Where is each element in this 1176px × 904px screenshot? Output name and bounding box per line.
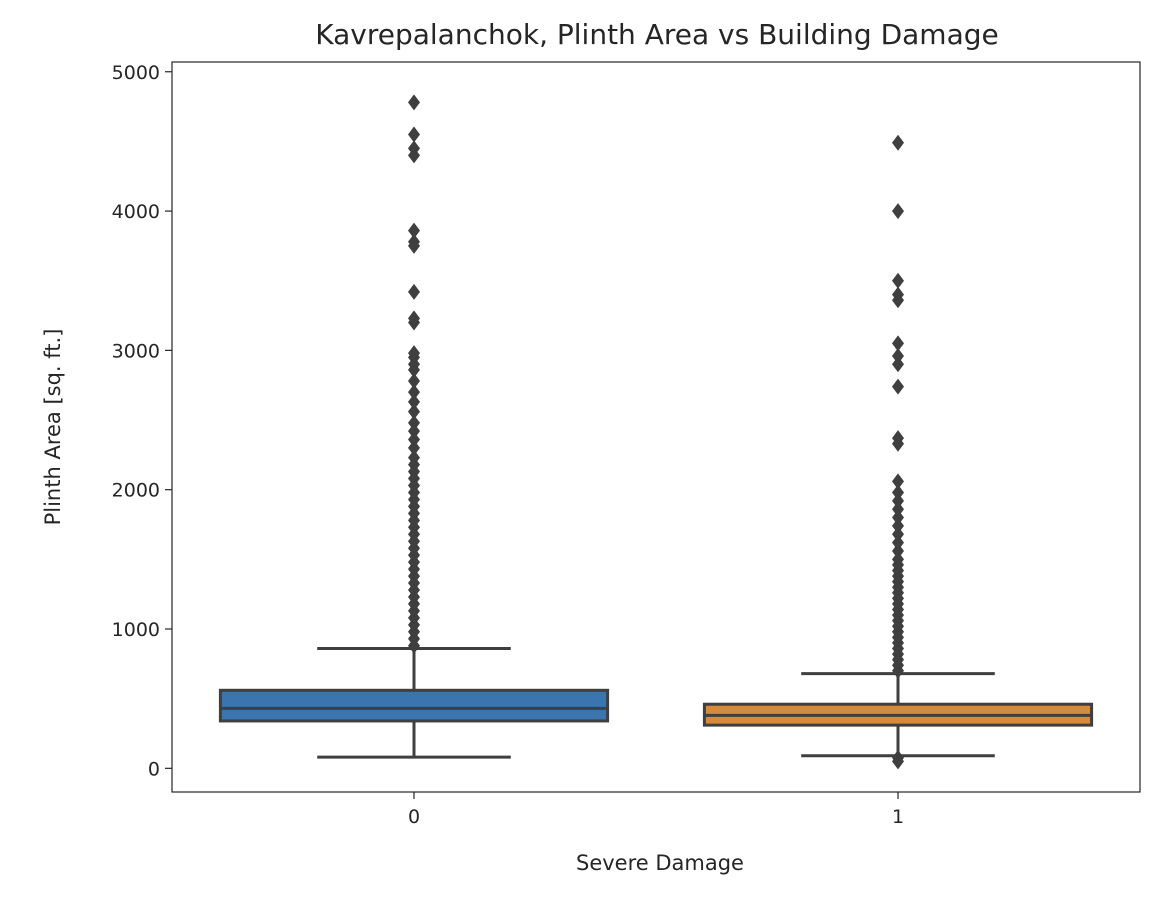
outlier-point-1 xyxy=(892,517,904,534)
y-tick-label: 3000 xyxy=(112,340,160,362)
x-tick-label: 0 xyxy=(408,806,420,828)
outlier-point-0 xyxy=(408,431,420,448)
chart-title: Kavrepalanchok, Plinth Area vs Building … xyxy=(315,18,998,51)
outlier-point-0 xyxy=(408,384,420,401)
y-tick-label: 2000 xyxy=(112,480,160,502)
outlier-point-0 xyxy=(408,393,420,410)
outlier-point-1 xyxy=(892,534,904,551)
outlier-point-1 xyxy=(892,551,904,568)
outlier-point-1 xyxy=(892,335,904,352)
x-axis-label: Severe Damage xyxy=(576,851,744,875)
outlier-point-1 xyxy=(892,492,904,509)
outlier-point-1 xyxy=(892,378,904,395)
outlier-point-1 xyxy=(892,356,904,373)
outlier-point-0 xyxy=(408,94,420,111)
y-tick-label: 4000 xyxy=(112,201,160,223)
outlier-point-1 xyxy=(892,430,904,447)
outlier-point-0 xyxy=(408,423,420,440)
outlier-point-1 xyxy=(892,484,904,501)
y-tick-label: 0 xyxy=(148,758,160,780)
outlier-point-1 xyxy=(892,749,904,766)
outlier-point-0 xyxy=(408,414,420,431)
x-tick-label: 1 xyxy=(892,806,904,828)
outlier-point-1 xyxy=(892,347,904,364)
y-tick-label: 5000 xyxy=(112,62,160,84)
box-0 xyxy=(218,688,610,723)
y-axis: 0 1000 2000 3000 4000 5000 xyxy=(112,62,172,780)
outlier-point-1 xyxy=(892,134,904,151)
outlier-point-1 xyxy=(892,542,904,559)
outlier-point-0 xyxy=(408,310,420,327)
outlier-point-0 xyxy=(408,345,420,362)
y-axis-label: Plinth Area [sq. ft.] xyxy=(41,329,65,526)
box-group-0 xyxy=(218,94,610,759)
outlier-point-0 xyxy=(408,403,420,420)
outlier-point-0 xyxy=(408,283,420,300)
outlier-point-0 xyxy=(408,439,420,456)
y-tick-label: 1000 xyxy=(112,619,160,641)
outlier-point-0 xyxy=(408,449,420,466)
plot-frame xyxy=(171,61,1141,793)
box-group-1 xyxy=(702,134,1094,770)
outlier-point-0 xyxy=(408,373,420,390)
plot-area xyxy=(218,94,1094,770)
outlier-point-0 xyxy=(408,222,420,239)
outlier-point-1 xyxy=(892,272,904,289)
outlier-point-0 xyxy=(408,126,420,143)
outlier-point-1 xyxy=(892,526,904,543)
outlier-point-0 xyxy=(408,233,420,250)
outlier-point-1 xyxy=(892,203,904,220)
outlier-point-1 xyxy=(892,286,904,303)
outlier-point-1 xyxy=(892,501,904,518)
outlier-point-0 xyxy=(408,140,420,157)
outlier-point-1 xyxy=(892,473,904,490)
outlier-point-1 xyxy=(892,509,904,526)
